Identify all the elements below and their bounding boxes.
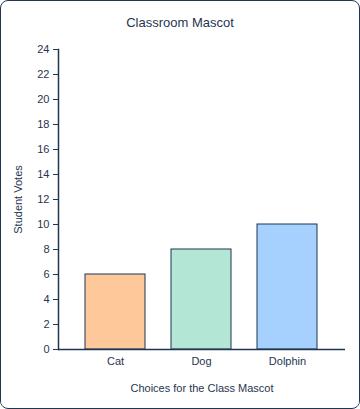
svg-text:10: 10 bbox=[37, 218, 49, 230]
svg-text:Dolphin: Dolphin bbox=[269, 355, 306, 367]
svg-text:Cat: Cat bbox=[107, 355, 124, 367]
svg-text:18: 18 bbox=[37, 118, 49, 130]
svg-text:4: 4 bbox=[43, 293, 49, 305]
svg-text:16: 16 bbox=[37, 143, 49, 155]
svg-text:Dog: Dog bbox=[191, 355, 211, 367]
svg-text:0: 0 bbox=[43, 343, 49, 355]
svg-text:Student Votes: Student Votes bbox=[12, 165, 24, 234]
svg-text:Choices for the Class Mascot: Choices for the Class Mascot bbox=[130, 382, 273, 394]
html-text:Classroom Mascot: Classroom Mascot bbox=[126, 15, 234, 30]
svg-text:12: 12 bbox=[37, 193, 49, 205]
svg-text:14: 14 bbox=[37, 168, 49, 180]
svg-text:2: 2 bbox=[43, 318, 49, 330]
svg-text:20: 20 bbox=[37, 93, 49, 105]
svg-text:22: 22 bbox=[37, 68, 49, 80]
svg-text:8: 8 bbox=[43, 243, 49, 255]
svg-text:24: 24 bbox=[37, 43, 49, 55]
svg-text:6: 6 bbox=[43, 268, 49, 280]
